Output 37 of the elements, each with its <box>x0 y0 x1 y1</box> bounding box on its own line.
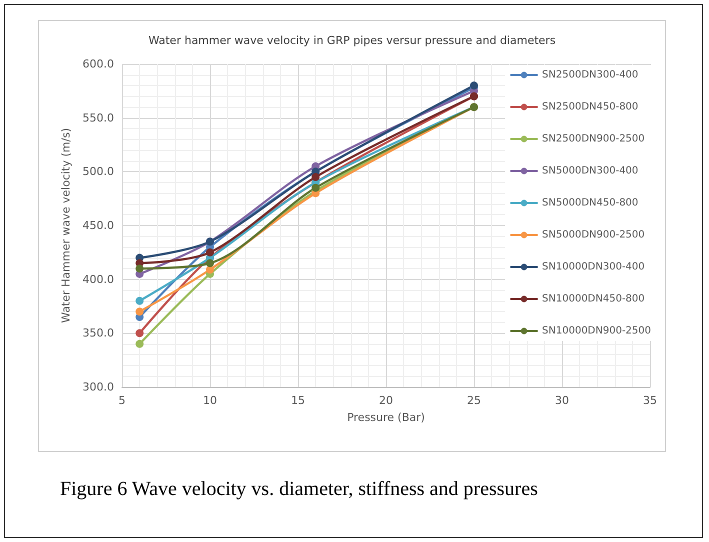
x-tick-label: 15 <box>291 394 305 407</box>
legend-label: SN5000DN450-800 <box>542 198 638 208</box>
x-tick-label: 25 <box>467 394 481 407</box>
x-tick-label: 10 <box>203 394 217 407</box>
y-tick-label: 450.0 <box>82 219 114 232</box>
x-tick-label: 35 <box>643 394 657 407</box>
point <box>136 308 144 316</box>
y-tick-label: 500.0 <box>82 165 114 178</box>
y-tick-label: 350.0 <box>82 326 114 340</box>
x-axis-title: Pressure (Bar) <box>347 411 425 424</box>
point <box>136 264 144 273</box>
y-tick-label: 300.0 <box>82 380 114 394</box>
legend-label: SN10000DN300-400 <box>542 262 645 272</box>
point <box>206 248 214 256</box>
point <box>312 184 320 192</box>
point <box>206 266 214 274</box>
y-tick-label: 400.0 <box>82 272 114 286</box>
point <box>312 173 320 182</box>
y-axis-title: Water Hammer wave velocity (m/s) <box>60 128 73 323</box>
legend-label: SN5000DN900-2500 <box>542 230 645 240</box>
x-tick-label: 30 <box>555 394 569 407</box>
point <box>206 259 214 268</box>
chart-title: Water hammer wave velocity in GRP pipes versur pressure and diameters <box>148 34 556 47</box>
point <box>136 329 144 338</box>
legend-label: SN10000DN900-2500 <box>542 326 652 336</box>
caption: Figure 6 Wave velocity vs. diameter, stiffness and pressures <box>60 478 538 501</box>
point <box>136 340 144 348</box>
y-tick-label: 550.0 <box>82 111 114 124</box>
legend-label: SN10000DN450-800 <box>542 294 645 304</box>
point <box>136 296 144 305</box>
legend-label: SN5000DN300-400 <box>542 166 638 176</box>
legend-label: SN2500DN300-400 <box>542 70 638 80</box>
legend-label: SN2500DN450-800 <box>542 102 638 112</box>
x-tick-label: 5 <box>118 394 126 407</box>
legend-label: SN2500DN900-2500 <box>542 134 645 144</box>
x-tick-label: 20 <box>379 394 393 407</box>
y-tick-label: 600.0 <box>82 58 114 70</box>
